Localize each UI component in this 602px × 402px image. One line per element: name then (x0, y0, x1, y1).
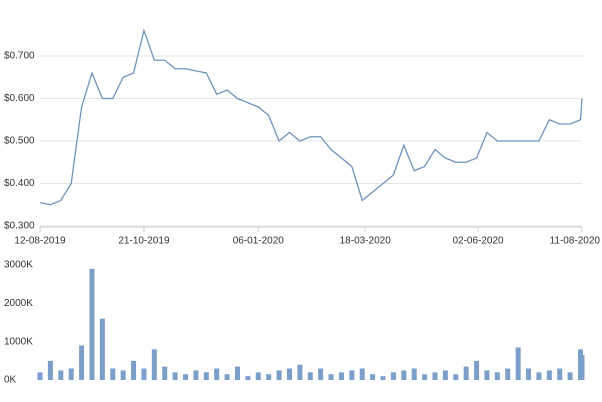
volume-bar (442, 370, 448, 380)
x-tick-label: 12-08-2019 (14, 236, 66, 247)
volume-bar (162, 366, 168, 380)
volume-bar (380, 376, 386, 380)
volume-bar (37, 372, 43, 380)
volume-bar (141, 368, 147, 380)
volume-bar (484, 370, 490, 380)
volume-bar (411, 368, 417, 380)
volume-bar (567, 372, 573, 380)
volume-bar (526, 368, 532, 380)
volume-bar (515, 347, 521, 380)
volume-bar (297, 364, 303, 380)
volume-bar (536, 372, 542, 380)
price-line (39, 28, 583, 206)
volume-bar (224, 374, 230, 380)
volume-bar (401, 370, 407, 380)
volume-bar (338, 372, 344, 380)
x-tick-label: 11-08-2020 (550, 236, 601, 247)
volume-bar (307, 372, 313, 380)
volume-bar (328, 374, 334, 380)
volume-bar (505, 368, 511, 380)
volume-bar (89, 268, 95, 380)
volume-bar (172, 372, 178, 380)
volume-bar (110, 368, 116, 380)
volume-bar (422, 374, 428, 380)
volume-bar (234, 366, 240, 380)
volume-bar (318, 368, 324, 380)
volume-bar (453, 374, 459, 380)
x-tick-label: 21-10-2019 (118, 236, 170, 247)
volume-bar (276, 370, 282, 380)
volume-bar (349, 370, 355, 380)
volume-bar (193, 370, 199, 380)
volume-bar (183, 374, 189, 380)
volume-bar (286, 368, 292, 380)
volume-bar (47, 360, 53, 380)
volume-bar (79, 345, 85, 380)
volume-bar (474, 360, 480, 380)
y-tick-label: $0.700 (4, 51, 35, 62)
y-tick-label: 3000K (4, 260, 33, 271)
y-tick-label: $0.600 (4, 93, 35, 104)
volume-bar (579, 355, 585, 380)
volume-bar (546, 370, 552, 380)
volume-bar (245, 376, 251, 380)
y-tick-label: 0K (4, 375, 17, 386)
x-tick-label: 06-01-2020 (233, 236, 285, 247)
volume-bar (99, 318, 105, 380)
volume-bar (432, 372, 438, 380)
x-tick-label: 18-03-2020 (340, 236, 392, 247)
volume-bar (120, 370, 126, 380)
y-tick-label: $0.400 (4, 178, 35, 189)
y-tick-label: $0.500 (4, 136, 35, 147)
volume-bar (266, 374, 272, 380)
y-tick-label: 2000K (4, 298, 33, 309)
volume-bar (214, 368, 220, 380)
volume-bar (370, 374, 376, 380)
volume-bar (68, 368, 74, 380)
y-tick-label: $0.300 (4, 221, 35, 232)
volume-bar (255, 372, 261, 380)
volume-bar (390, 372, 396, 380)
volume-bar (131, 360, 137, 380)
volume-bar (463, 366, 469, 380)
x-tick-label: 02-06-2020 (452, 236, 504, 247)
volume-bar (58, 370, 64, 380)
y-tick-label: 1000K (4, 336, 33, 347)
volume-bar (151, 349, 157, 380)
volume-bar (359, 368, 365, 380)
volume-bar (203, 372, 209, 380)
volume-bar (494, 372, 500, 380)
volume-bar (557, 368, 563, 380)
